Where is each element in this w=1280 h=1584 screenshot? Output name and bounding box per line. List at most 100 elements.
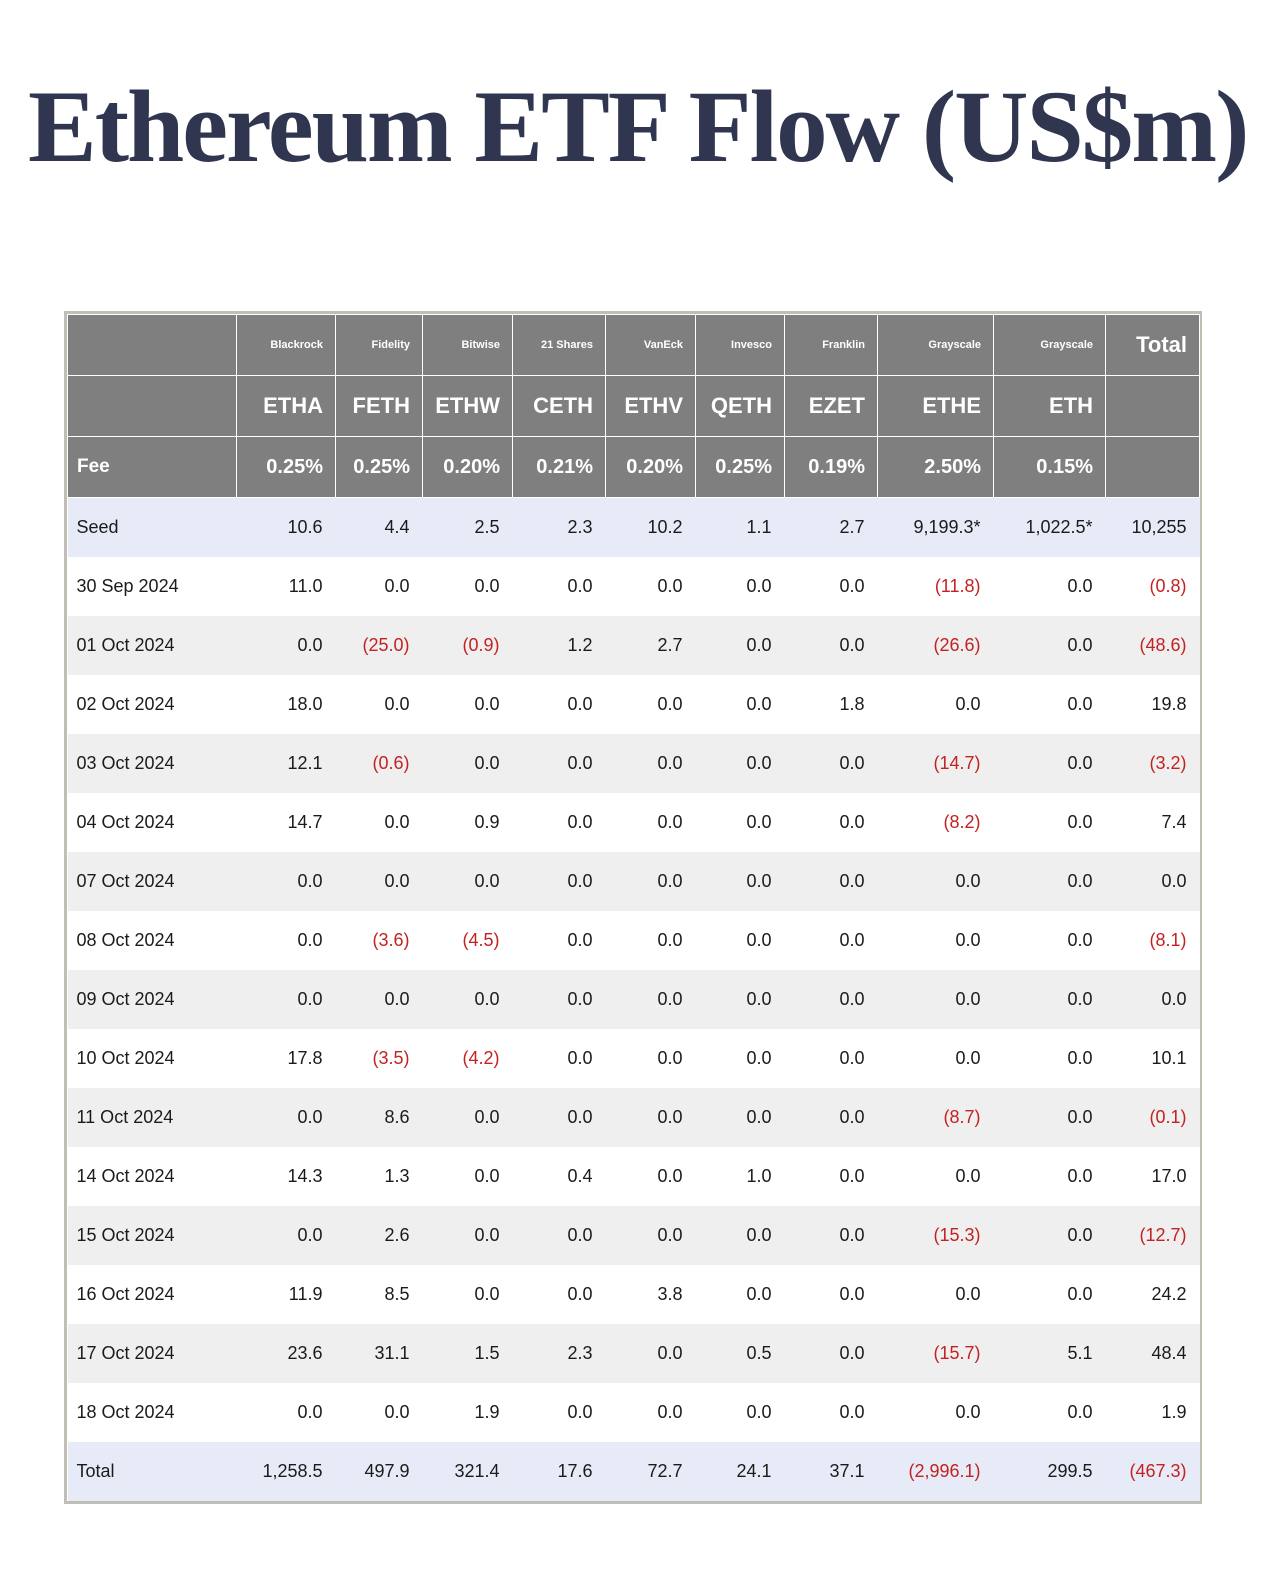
flow-value: (15.7) bbox=[933, 1342, 981, 1363]
flow-value: 0.0 bbox=[1067, 575, 1093, 596]
flow-value: 0.0 bbox=[567, 1224, 593, 1245]
flow-value: 3.8 bbox=[657, 1283, 683, 1304]
empty-header-cell bbox=[1105, 436, 1200, 499]
flow-value: 5.1 bbox=[1067, 1342, 1093, 1363]
row-label: 16 Oct 2024 bbox=[76, 1283, 175, 1304]
table-row: 15 Oct 2024 0.0 2.6 0.0 0.0 0.0 0.0 0.0 (15.3) 0.… bbox=[67, 1205, 1200, 1265]
row-label: 11 Oct 2024 bbox=[76, 1106, 174, 1127]
flow-value: 24.2 bbox=[1151, 1283, 1187, 1304]
flow-value: 0.0 bbox=[474, 988, 500, 1009]
flow-value: 0.0 bbox=[297, 1224, 323, 1245]
flow-value: 0.0 bbox=[746, 929, 772, 950]
flow-value: 0.0 bbox=[746, 811, 772, 832]
flow-value: 72.7 bbox=[647, 1460, 683, 1481]
flow-value: 0.0 bbox=[746, 870, 772, 891]
row-label: 04 Oct 2024 bbox=[76, 811, 175, 832]
flow-value: 2.6 bbox=[384, 1224, 410, 1245]
flow-value: 0.0 bbox=[657, 1165, 683, 1186]
flow-value: 0.0 bbox=[955, 693, 981, 714]
flow-value: 0.0 bbox=[1161, 870, 1187, 891]
flow-value: 0.4 bbox=[567, 1165, 593, 1186]
issuer-header: Grayscale bbox=[993, 314, 1106, 377]
flow-value: 0.0 bbox=[746, 1047, 772, 1068]
table-row: 17 Oct 2024 23.6 31.1 1.5 2.3 0.0 0.5 0.0 (15.7)… bbox=[67, 1323, 1200, 1383]
flow-value: 0.0 bbox=[839, 1283, 865, 1304]
flow-value: 19.8 bbox=[1151, 693, 1187, 714]
row-label: 09 Oct 2024 bbox=[76, 988, 175, 1009]
flow-value: 0.0 bbox=[839, 1401, 865, 1422]
ticker-header: EZET bbox=[784, 375, 878, 438]
flow-value: 0.0 bbox=[384, 575, 410, 596]
fee-value: 0.20% bbox=[422, 436, 513, 499]
flow-value: 0.0 bbox=[1067, 634, 1093, 655]
flow-value: 2.7 bbox=[839, 516, 865, 537]
flow-value: 10.2 bbox=[647, 516, 683, 537]
table-row: 03 Oct 2024 12.1 (0.6) 0.0 0.0 0.0 0.0 0.0 (14.7… bbox=[67, 733, 1200, 793]
flow-value: 0.0 bbox=[567, 811, 593, 832]
row-label: 17 Oct 2024 bbox=[76, 1342, 175, 1363]
flow-value: 0.0 bbox=[955, 1401, 981, 1422]
flow-value: 0.0 bbox=[297, 1106, 323, 1127]
flow-value: (8.7) bbox=[943, 1106, 981, 1127]
table-row: 18 Oct 2024 0.0 0.0 1.9 0.0 0.0 0.0 0.0 0.0 0.0 1.… bbox=[67, 1382, 1200, 1442]
table-body: Seed 10.6 4.4 2.5 2.3 10.2 1.1 2.7 9,199.3* 1,022… bbox=[67, 497, 1200, 1501]
flow-value: 1.9 bbox=[474, 1401, 500, 1422]
fee-value: 2.50% bbox=[877, 436, 994, 499]
flow-value: 0.0 bbox=[839, 634, 865, 655]
issuer-header: Blackrock bbox=[236, 314, 336, 377]
fee-value: 0.25% bbox=[695, 436, 785, 499]
fee-row-label: Fee bbox=[67, 436, 237, 499]
flow-value: (8.1) bbox=[1149, 929, 1187, 950]
row-label: 03 Oct 2024 bbox=[76, 752, 175, 773]
flow-value: 0.0 bbox=[746, 988, 772, 1009]
flow-value: 1.9 bbox=[1161, 1401, 1187, 1422]
ticker-header: ETH bbox=[993, 375, 1106, 438]
issuer-header: Grayscale bbox=[877, 314, 994, 377]
flow-value: 0.0 bbox=[1067, 929, 1093, 950]
table-row: 16 Oct 2024 11.9 8.5 0.0 0.0 3.8 0.0 0.0 0.0 0.0 2… bbox=[67, 1264, 1200, 1324]
flow-value: (0.1) bbox=[1149, 1106, 1187, 1127]
flow-value: 1.0 bbox=[746, 1165, 772, 1186]
flow-value: 12.1 bbox=[287, 752, 323, 773]
flow-value: (3.2) bbox=[1149, 752, 1187, 773]
flow-value: 0.0 bbox=[839, 1165, 865, 1186]
flow-value: 17.8 bbox=[287, 1047, 323, 1068]
ticker-header: ETHE bbox=[877, 375, 994, 438]
flow-value: 1.2 bbox=[567, 634, 593, 655]
row-label: 15 Oct 2024 bbox=[76, 1224, 175, 1245]
flow-value: 31.1 bbox=[374, 1342, 410, 1363]
flow-value: (4.5) bbox=[462, 929, 500, 950]
flow-value: 0.0 bbox=[746, 1106, 772, 1127]
flow-value: 1.3 bbox=[384, 1165, 410, 1186]
flow-value: 0.0 bbox=[567, 1106, 593, 1127]
flow-value: 0.0 bbox=[567, 929, 593, 950]
flow-value: (26.6) bbox=[933, 634, 981, 655]
flow-value: 7.4 bbox=[1161, 811, 1187, 832]
flow-value: 0.0 bbox=[567, 870, 593, 891]
flow-value: 2.7 bbox=[657, 634, 683, 655]
flow-value: 2.5 bbox=[474, 516, 500, 537]
table-row: 08 Oct 2024 0.0 (3.6) (4.5) 0.0 0.0 0.0 0.0 0.0 0… bbox=[67, 910, 1200, 970]
flow-value: 0.0 bbox=[297, 1401, 323, 1422]
flow-value: 10.1 bbox=[1151, 1047, 1187, 1068]
flow-value: 0.0 bbox=[1067, 870, 1093, 891]
flow-value: 0.0 bbox=[746, 1283, 772, 1304]
flow-value: 0.0 bbox=[474, 870, 500, 891]
fee-value: 0.19% bbox=[784, 436, 878, 499]
table-row: 14 Oct 2024 14.3 1.3 0.0 0.4 0.0 1.0 0.0 0.0 0.0 1… bbox=[67, 1146, 1200, 1206]
flow-value: 0.0 bbox=[474, 693, 500, 714]
flow-value: 8.6 bbox=[384, 1106, 410, 1127]
flow-value: 321.4 bbox=[454, 1460, 500, 1481]
flow-value: 0.0 bbox=[839, 929, 865, 950]
flow-value: 0.0 bbox=[384, 1401, 410, 1422]
page-title: Ethereum ETF Flow (US$m) bbox=[28, 70, 1249, 184]
flow-value: 10.6 bbox=[287, 516, 323, 537]
flow-value: 0.0 bbox=[746, 752, 772, 773]
flow-value: 11.0 bbox=[288, 575, 323, 596]
table-row: 01 Oct 2024 0.0 (25.0) (0.9) 1.2 2.7 0.0 0.0 (26… bbox=[67, 615, 1200, 675]
row-label: 01 Oct 2024 bbox=[76, 634, 175, 655]
total-column-header: Total bbox=[1105, 314, 1200, 377]
flow-value: 2.3 bbox=[567, 516, 593, 537]
flow-value: (3.5) bbox=[372, 1047, 410, 1068]
flow-value: 0.0 bbox=[657, 988, 683, 1009]
